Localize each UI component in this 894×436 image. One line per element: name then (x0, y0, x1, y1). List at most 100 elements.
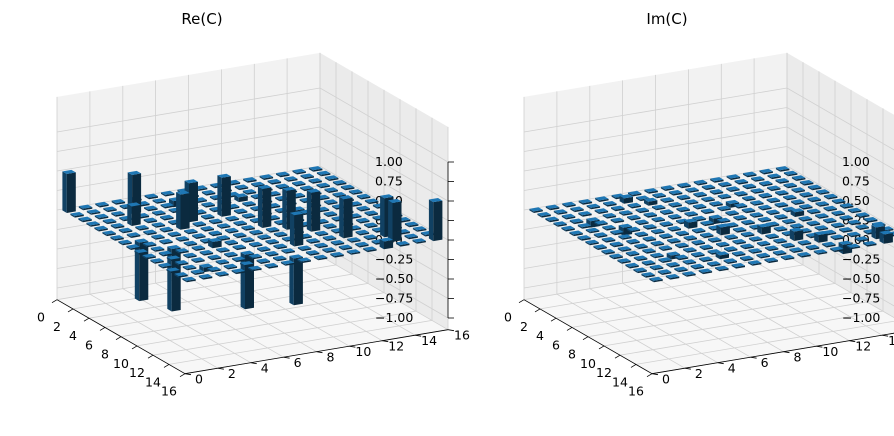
bar-face-side (261, 236, 271, 240)
bar-face-top (388, 198, 402, 203)
bar-face-front (364, 224, 369, 229)
x-tick-mark (147, 354, 154, 359)
bar-face-front (650, 242, 656, 247)
bar-face-top (767, 185, 781, 190)
bar-5-1 (585, 227, 600, 234)
bar-15-15 (428, 198, 443, 242)
bar-face-front (379, 239, 384, 250)
bar-face-side (247, 191, 257, 195)
bar-face-side (352, 215, 362, 219)
bar-face-front (216, 248, 221, 253)
bar-face-top (757, 216, 772, 221)
z-tick-label: −1.00 (842, 310, 880, 325)
bar-14-3 (690, 263, 705, 270)
bar-face-top (199, 263, 213, 268)
bar-4-1 (110, 223, 125, 229)
x-tick-mark (614, 354, 621, 359)
bar-6-3 (159, 226, 174, 233)
bar-5-2 (135, 225, 149, 231)
bar-face-front (191, 246, 197, 251)
bar-8-12 (323, 211, 338, 217)
bar-face-top (660, 185, 675, 190)
bar-8-4 (659, 233, 673, 239)
bar-14-2 (674, 266, 688, 273)
x-tick-mark (163, 364, 170, 368)
bar-face-top (643, 224, 657, 229)
bar-1-11 (251, 181, 265, 188)
bar-face-front (674, 268, 679, 273)
bar-face-top (273, 243, 287, 248)
bar-11-6 (716, 241, 730, 248)
bar-face-front (281, 249, 286, 254)
bar-face-front (355, 231, 360, 236)
bar-face-top (281, 260, 295, 265)
bar-face-top (668, 214, 682, 218)
bar-face-top (184, 228, 198, 233)
bar-face-front (593, 245, 598, 250)
bar-face-front (676, 220, 681, 225)
bar-face-front (209, 196, 215, 201)
bar-face-side (591, 206, 601, 210)
bar-face-top (775, 190, 789, 195)
bar-face-top (783, 182, 797, 187)
bar-14-7 (289, 254, 303, 306)
bar-face-top (807, 196, 821, 201)
bar-face-top (537, 212, 551, 216)
bar-12-8 (756, 240, 771, 247)
bar-face-side (835, 225, 845, 229)
bar-6-12 (774, 202, 789, 208)
bar-15-6 (281, 260, 295, 266)
bar-face-top (78, 204, 93, 209)
bar-face-front (603, 202, 608, 207)
bar-face-front (725, 211, 730, 216)
bar-14-11 (355, 241, 369, 248)
bar-face-top (651, 216, 665, 221)
bar-10-11 (323, 223, 337, 229)
bar-5-7 (684, 211, 698, 217)
bar-1-15 (316, 170, 331, 177)
bar-face-front (715, 267, 720, 272)
bar-14-11 (822, 241, 836, 248)
bar-face-front (167, 233, 173, 238)
bar-5-3 (151, 222, 166, 228)
grid-line-y (622, 80, 751, 358)
bar-face-top (594, 208, 609, 213)
bar-face-side (629, 265, 639, 269)
bar-4-9 (709, 201, 723, 207)
bar-face-front (823, 207, 828, 212)
bar-face-side (360, 232, 370, 236)
bar-face-top (691, 251, 705, 256)
x-tick-mark (179, 373, 186, 378)
bar-face-front (175, 249, 180, 254)
bar-face-side (681, 197, 691, 201)
bar-face-front (726, 175, 731, 180)
bar-6-3 (626, 226, 641, 233)
bar-face-front (168, 221, 173, 226)
bar-face-side (843, 229, 853, 233)
bar-15-8 (780, 254, 795, 261)
bar-face-top (332, 180, 347, 184)
bar-9-7 (249, 229, 263, 236)
bar-face-side (293, 256, 303, 306)
bar-11-14 (847, 219, 861, 226)
bar-13-15 (412, 226, 427, 232)
bar-face-front (545, 206, 551, 211)
bar-6-9 (725, 210, 739, 216)
bar-face-side (720, 244, 730, 248)
bar-face-front (783, 196, 788, 201)
bar-face-front (602, 214, 608, 219)
bar-face-top (161, 190, 175, 195)
bar-face-front (215, 260, 221, 265)
bar-face-side (632, 205, 641, 209)
x-tick-mark (51, 299, 58, 304)
bar-face-side (754, 202, 764, 206)
bar-face-front (643, 225, 648, 230)
bar-face-side (269, 265, 278, 269)
bar-face-top (412, 238, 426, 243)
bar-face-front (570, 208, 575, 213)
bar-face-top (94, 213, 109, 218)
y-tick-label: 6 (761, 355, 769, 370)
bar-face-front (308, 167, 314, 172)
bar-face-top (806, 220, 821, 225)
bar-face-front (388, 200, 393, 242)
